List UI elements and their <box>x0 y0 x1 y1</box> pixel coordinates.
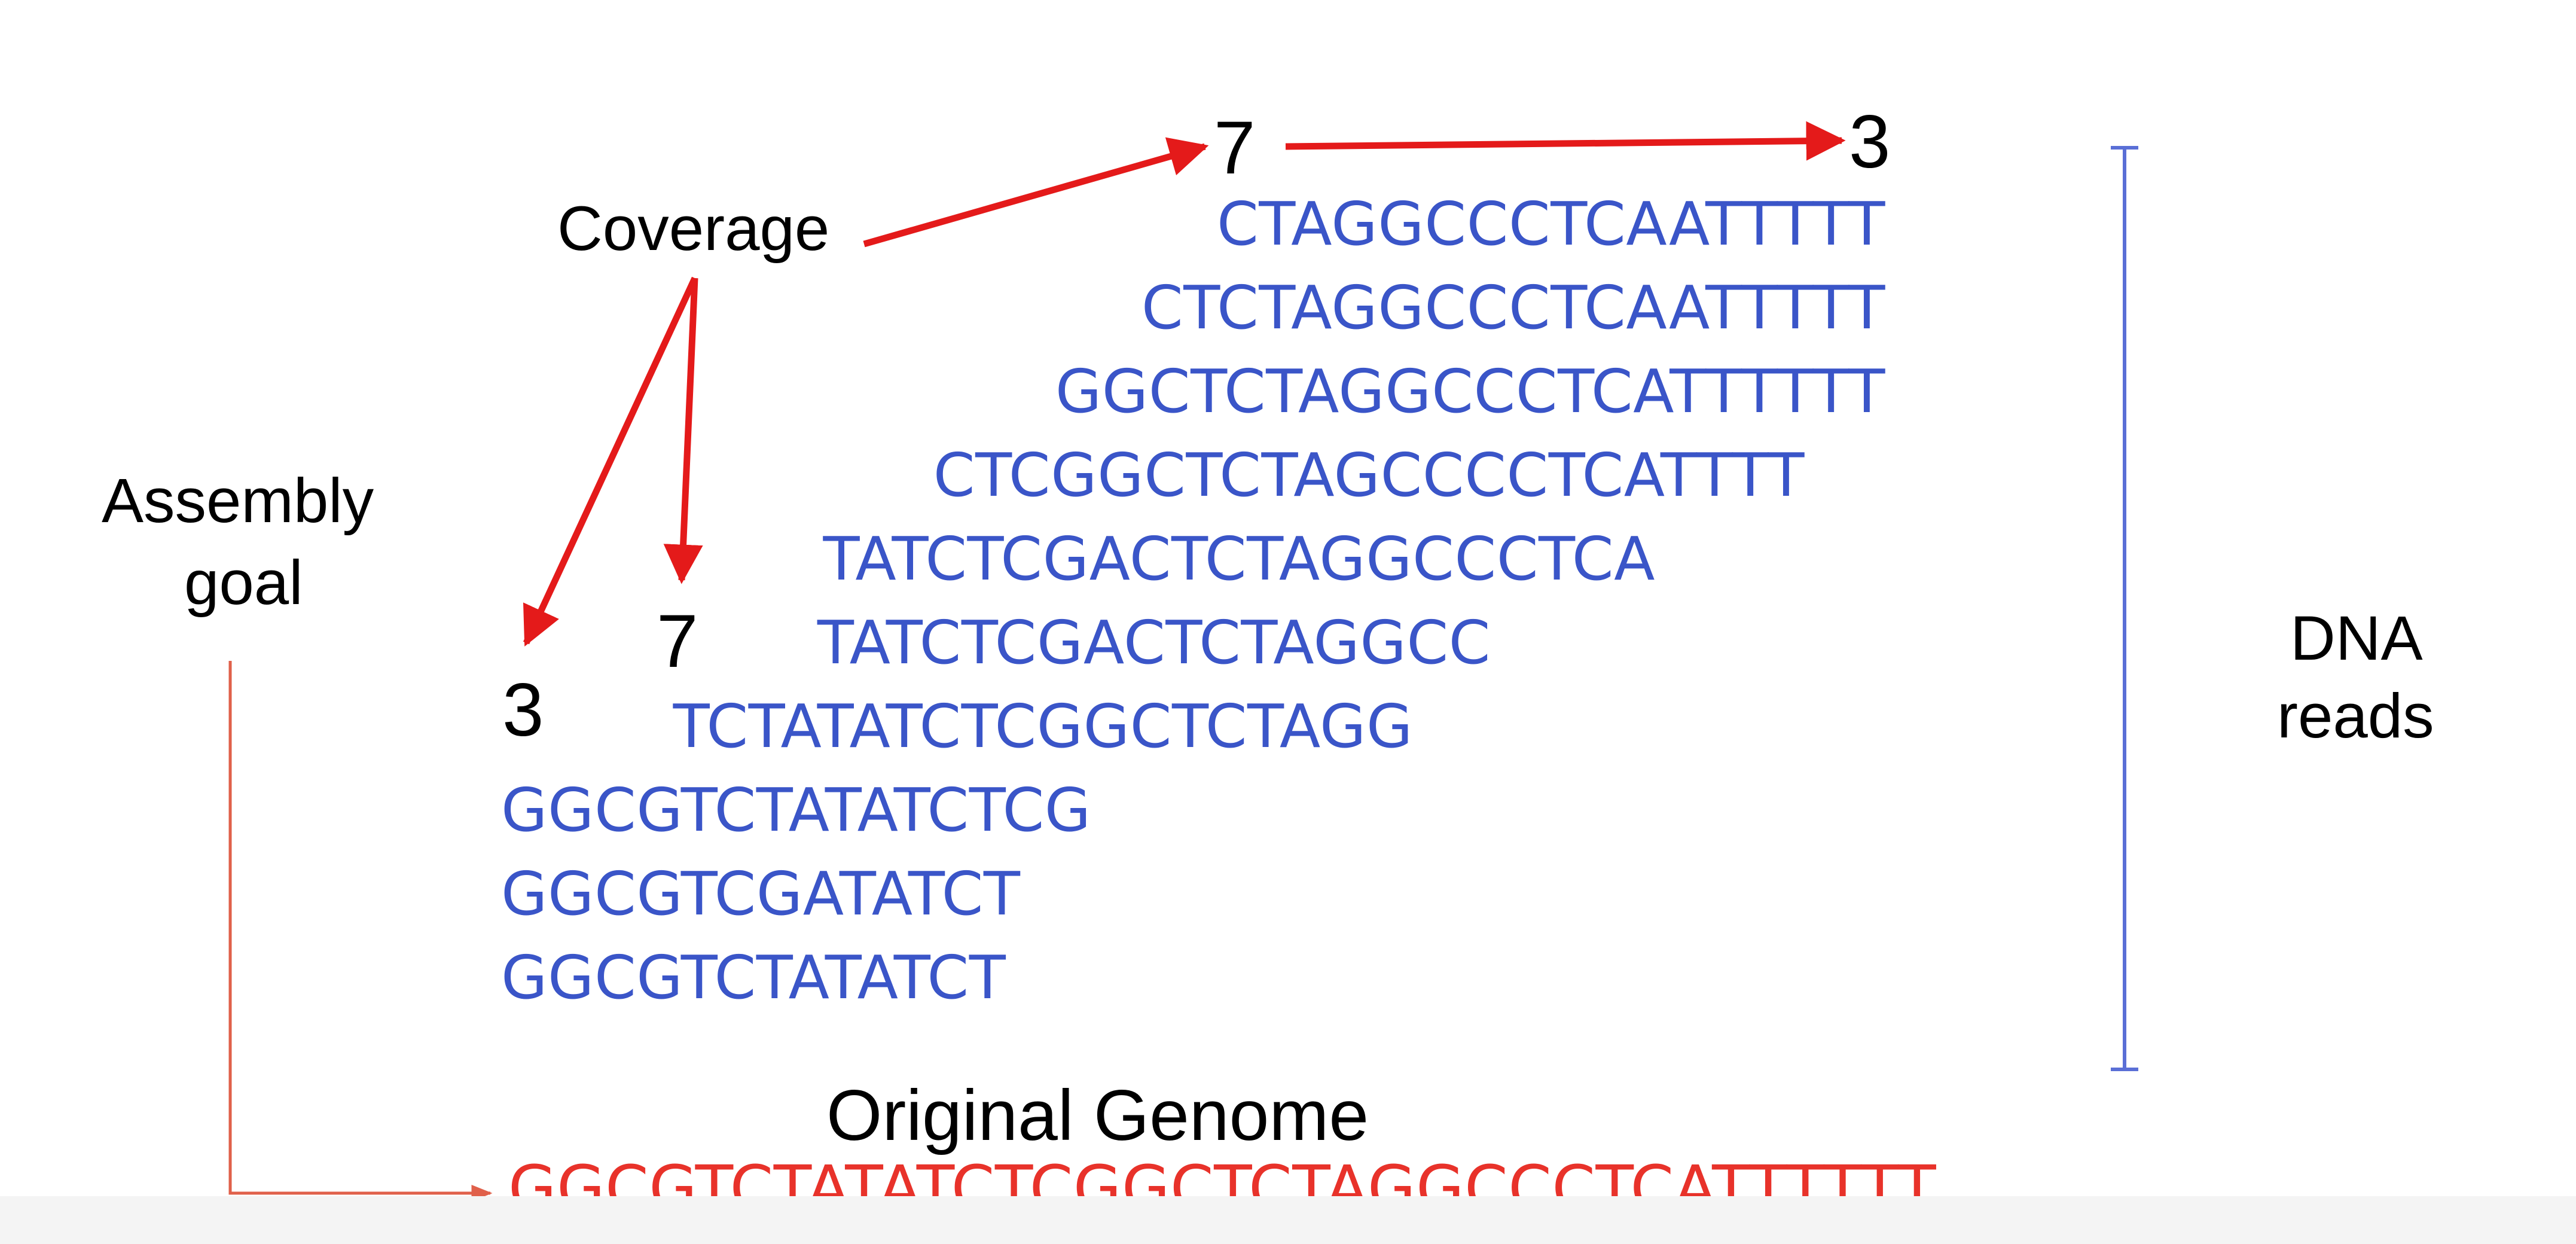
dna-reads-label-line1: DNA <box>2290 603 2423 673</box>
coverage-value-top-right: 3 <box>1849 100 1891 184</box>
assembly-goal-label-line2: goal <box>184 548 303 618</box>
dna-read: GGCGTCTATATCTCG <box>501 775 1091 845</box>
dna-read: GGCGTCGATATCT <box>501 859 1021 929</box>
dna-read: TCTATATCTCGGCTCTAGG <box>673 691 1413 761</box>
dna-read: GGCGTCTATATCT <box>501 943 1006 1013</box>
original-genome-label: Original Genome <box>826 1075 1369 1155</box>
coverage-arrow-to-top-7 <box>863 137 1209 248</box>
assembly-goal-label-line1: Assembly <box>102 466 374 536</box>
dna-read: GGCTCTAGGCCCTCATTTTTT <box>1055 356 1885 426</box>
dna-read: CTCTAGGCCCTCAATTTTT <box>1141 273 1885 343</box>
bottom-band <box>0 1196 2576 1244</box>
coverage-value-left-low: 3 <box>502 669 544 752</box>
dna-reads-label-line2: reads <box>2277 681 2434 751</box>
goal-connector-icon <box>228 661 493 1202</box>
dna-read: TATCTCGACTCTAGGCC <box>817 608 1491 678</box>
coverage-arrow-to-left-7 <box>663 278 703 584</box>
dna-read: CTCGGCTCTAGCCCCTCATTTT <box>933 440 1805 510</box>
coverage-label: Coverage <box>557 194 830 264</box>
read-bracket-icon <box>2111 146 2138 1071</box>
coverage-arrow-to-left-3 <box>523 276 698 647</box>
coverage-value-top-left: 7 <box>1214 106 1256 190</box>
coverage-value-left-high: 7 <box>657 600 698 683</box>
coverage-arrow-to-top-3 <box>1285 121 1846 161</box>
dna-read: TATCTCGACTCTAGGCCCTCA <box>823 524 1655 594</box>
dna-read: CTAGGCCCTCAATTTTT <box>1216 189 1885 259</box>
